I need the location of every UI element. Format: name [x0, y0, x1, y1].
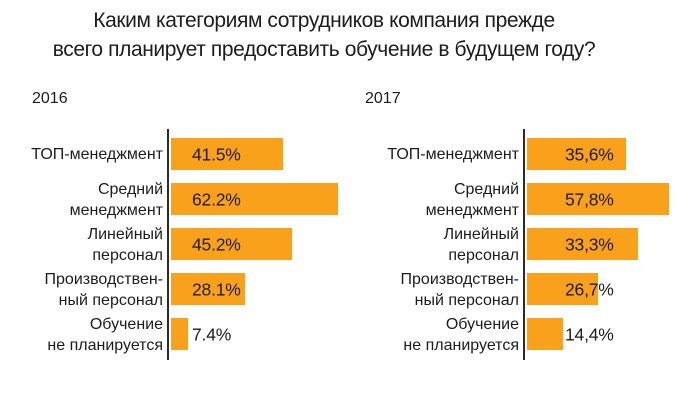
category-label: Средний менеджмент [69, 180, 163, 219]
bar-cell: 28.1% [163, 267, 367, 312]
bar-value-label: 35,6% [565, 144, 614, 164]
category-label: Обучение не планируется [47, 315, 163, 354]
chart-row: ТОП-менеджмент 41.5% [22, 132, 367, 177]
chart-row: Средний менеджмент 57,8% [378, 177, 700, 222]
chart-row: Обучение не планируется 7.4% [22, 312, 367, 357]
bar-value-label: 57,8% [565, 189, 614, 209]
chart-row: Обучение не планируется 14,4% [378, 312, 700, 357]
chart-row: Линейный персонал 33,3% [378, 222, 700, 267]
plot-area-2016: ТОП-менеджмент 41.5% Средний менеджмент … [22, 129, 367, 360]
plot-area-2017: ТОП-менеджмент 35,6% Средний менеджмент … [378, 129, 700, 360]
chart-row: Средний менеджмент 62.2% [22, 177, 367, 222]
chart-row: ТОП-менеджмент 35,6% [378, 132, 700, 177]
bar-2016-top-management [171, 138, 283, 170]
y-axis-line [167, 129, 169, 360]
bar-value-label: 7.4% [192, 324, 232, 344]
chart-row: Производствен- ный персонал 28.1% [22, 267, 367, 312]
bar-value-label: 14,4% [565, 324, 614, 344]
category-label: Линейный персонал [87, 225, 163, 264]
panel-header-2016: 2016 [32, 90, 68, 107]
category-label: Обучение не планируется [403, 315, 519, 354]
bar-2016-middle-management [171, 183, 338, 215]
bar-2017-no-training [527, 318, 563, 350]
bar-cell: 26,7% [519, 267, 700, 312]
chart-panel-2017: ТОП-менеджмент 35,6% Средний менеджмент … [378, 129, 700, 360]
bar-cell: 41.5% [163, 132, 367, 177]
category-label: Производствен- ный персонал [400, 270, 519, 309]
bar-cell: 57,8% [519, 177, 700, 222]
bar-value-label: 28.1% [192, 279, 241, 299]
bar-cell: 7.4% [163, 312, 367, 357]
chart-panel-2016: ТОП-менеджмент 41.5% Средний менеджмент … [22, 129, 367, 360]
bar-cell: 14,4% [519, 312, 700, 357]
category-label: Производствен- ный персонал [44, 270, 163, 309]
bar-cell: 35,6% [519, 132, 700, 177]
bar-cell: 33,3% [519, 222, 700, 267]
bar-cell: 62.2% [163, 177, 367, 222]
panel-header-2017: 2017 [365, 90, 401, 107]
bar-2016-line-staff [171, 228, 292, 260]
chart-title: Каким категориям сотрудников компания пр… [52, 9, 596, 61]
category-label: ТОП-менеджмент [387, 146, 519, 163]
chart-row: Линейный персонал 45.2% [22, 222, 367, 267]
y-axis-line [523, 129, 525, 360]
bar-value-label: 26,7% [565, 279, 614, 299]
bar-2017-middle-management [527, 183, 669, 215]
category-label: Линейный персонал [443, 225, 519, 264]
category-label: Средний менеджмент [425, 180, 519, 219]
bar-2017-line-staff [527, 228, 638, 260]
bar-cell: 45.2% [163, 222, 367, 267]
bar-value-label: 41.5% [192, 144, 241, 164]
bar-2016-no-training [171, 318, 188, 350]
bar-2017-top-management [527, 138, 626, 170]
bar-2016-production-staff [171, 273, 245, 305]
bar-value-label: 45.2% [192, 234, 241, 254]
bar-value-label: 33,3% [565, 234, 614, 254]
bar-value-label: 62.2% [192, 189, 241, 209]
chart-row: Производствен- ный персонал 26,7% [378, 267, 700, 312]
category-label: ТОП-менеджмент [31, 146, 163, 163]
bar-2017-production-staff [527, 273, 598, 305]
